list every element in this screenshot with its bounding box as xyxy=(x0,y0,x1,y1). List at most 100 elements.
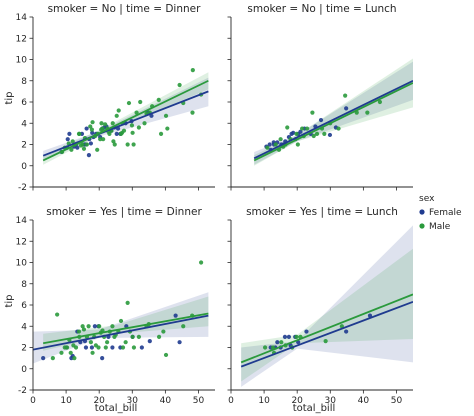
male-point xyxy=(101,137,106,142)
female-regression-line xyxy=(42,90,209,157)
legend-label-female: Female xyxy=(429,208,462,218)
male-point xyxy=(76,131,82,136)
male-point xyxy=(177,82,182,88)
facet-panel-3: smoker = Yes | time = Dinner-20246810121… xyxy=(16,206,215,406)
x-tick-label: 0 xyxy=(228,396,234,406)
facet-title: smoker = Yes | time = Dinner xyxy=(46,206,202,218)
x-tick-label: 20 xyxy=(93,396,105,406)
male-point xyxy=(130,130,135,135)
male-point xyxy=(76,329,82,334)
male-point xyxy=(300,126,305,131)
male-point xyxy=(279,340,284,345)
x-tick-label: 30 xyxy=(325,396,337,406)
facet-title: smoker = No | time = Lunch xyxy=(247,3,396,15)
male-point xyxy=(190,110,195,115)
male-point xyxy=(97,324,102,329)
facet-title: smoker = No | time = Dinner xyxy=(48,3,202,15)
female-point xyxy=(100,356,105,361)
y-tick-label: -2 xyxy=(18,183,27,193)
x-tick-label: 40 xyxy=(358,396,370,406)
y-tick-label: 8 xyxy=(21,280,27,290)
male-point xyxy=(68,350,73,355)
male-ci-band xyxy=(43,72,209,165)
male-point xyxy=(80,324,85,329)
male-point xyxy=(93,343,98,348)
y-tick-label: 12 xyxy=(16,34,27,44)
x-tick-label: 10 xyxy=(60,396,72,406)
y-tick-label: 10 xyxy=(16,56,28,66)
male-point xyxy=(322,131,327,136)
male-point xyxy=(110,324,115,329)
facet-panel-2: smoker = No | time = Lunch xyxy=(227,3,413,191)
facet-grid: smoker = No | time = Dinner-202468101214… xyxy=(16,3,413,406)
male-point xyxy=(70,139,75,144)
female-point xyxy=(90,130,95,135)
male-point xyxy=(377,99,383,105)
x-axis-label-right: total_bill xyxy=(293,403,336,414)
male-point xyxy=(142,121,147,126)
male-point xyxy=(190,68,195,73)
male-point xyxy=(278,137,283,142)
male-point xyxy=(343,93,348,98)
female-point xyxy=(139,345,144,350)
male-point xyxy=(64,345,70,350)
y-tick-label: 12 xyxy=(16,237,27,247)
y-tick-label: 4 xyxy=(21,322,27,332)
female-point xyxy=(286,334,292,339)
female-point xyxy=(275,340,280,345)
male-point xyxy=(50,356,55,361)
male-point xyxy=(163,113,169,118)
male-point xyxy=(111,139,116,144)
facet-title: smoker = Yes | time = Lunch xyxy=(246,206,398,218)
y-tick-label: 0 xyxy=(21,162,27,172)
male-point xyxy=(295,142,300,147)
male-point xyxy=(314,131,320,136)
female-point xyxy=(84,126,89,131)
y-tick-label: 0 xyxy=(21,365,27,375)
female-point xyxy=(89,345,95,350)
male-point xyxy=(81,327,87,332)
y-tick-label: -2 xyxy=(18,386,27,396)
female-point xyxy=(291,130,296,135)
female-point xyxy=(83,345,89,350)
female-point xyxy=(267,142,272,147)
x-tick-label: 30 xyxy=(127,396,139,406)
male-point xyxy=(114,113,119,118)
female-regression-line xyxy=(253,79,413,160)
facet-panel-4: smoker = Yes | time = Lunch 0 10 20 30 40 50 xyxy=(227,206,413,406)
male-point xyxy=(110,121,115,126)
female-point xyxy=(298,129,303,134)
male-point xyxy=(86,324,91,329)
legend-marker-male xyxy=(419,223,425,229)
male-point xyxy=(89,127,95,132)
male-point xyxy=(323,339,328,344)
plot-area xyxy=(42,68,209,165)
female-point xyxy=(147,339,152,344)
female-point xyxy=(173,313,178,318)
y-tick-label: 14 xyxy=(16,216,28,226)
male-point xyxy=(118,318,124,324)
male-point xyxy=(107,131,112,136)
male-point xyxy=(88,340,94,345)
legend-label-male: Male xyxy=(429,222,451,232)
male-point xyxy=(136,334,141,339)
male-point xyxy=(99,121,104,126)
female-point xyxy=(282,334,288,339)
male-ci-band xyxy=(241,248,413,382)
female-point xyxy=(114,131,119,136)
y-tick-label: 4 xyxy=(21,119,27,129)
female-point xyxy=(86,153,92,158)
male-point xyxy=(99,127,104,132)
male-point xyxy=(105,340,110,345)
male-point xyxy=(294,334,299,339)
female-point xyxy=(304,329,309,334)
female-point xyxy=(75,145,80,150)
x-tick-label: 50 xyxy=(193,396,205,406)
male-regression-line xyxy=(253,82,413,162)
x-tick-label: 10 xyxy=(258,396,270,406)
male-point xyxy=(156,97,161,102)
x-tick-label: 40 xyxy=(160,396,172,406)
male-point xyxy=(78,143,84,148)
y-tick-label: 2 xyxy=(21,141,27,151)
male-point xyxy=(121,128,127,133)
